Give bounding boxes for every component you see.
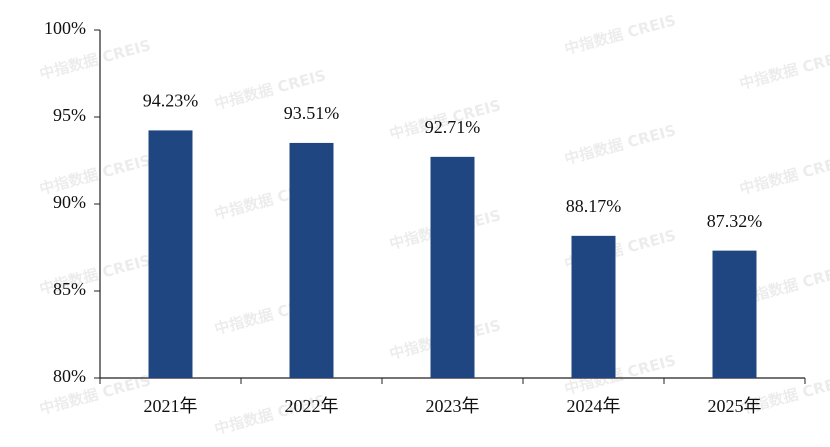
value-label: 87.32% xyxy=(707,211,763,231)
y-tick-label: 100% xyxy=(44,18,86,38)
x-tick-label: 2021年 xyxy=(144,396,198,416)
bar xyxy=(571,235,616,378)
value-label: 88.17% xyxy=(566,196,622,216)
y-tick-label: 95% xyxy=(53,105,86,125)
x-tick-label: 2025年 xyxy=(708,396,762,416)
y-tick-label: 80% xyxy=(53,366,86,386)
value-label: 92.71% xyxy=(425,117,481,137)
bar xyxy=(289,142,334,378)
bar xyxy=(430,156,475,378)
x-tick-label: 2023年 xyxy=(426,396,480,416)
value-label: 94.23% xyxy=(143,91,199,111)
x-tick-label: 2024年 xyxy=(567,396,621,416)
watermark: 中指数据 CREIS xyxy=(738,151,830,198)
watermark: 中指数据 CREIS xyxy=(563,121,678,168)
bar xyxy=(712,250,757,378)
watermark: 中指数据 CREIS xyxy=(563,11,678,58)
y-tick-label: 90% xyxy=(53,192,86,212)
y-tick-label: 85% xyxy=(53,279,86,299)
x-tick-label: 2022年 xyxy=(285,396,339,416)
value-label: 93.51% xyxy=(284,103,340,123)
bar xyxy=(148,130,193,378)
watermark: 中指数据 CREIS xyxy=(738,46,830,93)
watermark: 中指数据 CREIS xyxy=(38,36,153,83)
